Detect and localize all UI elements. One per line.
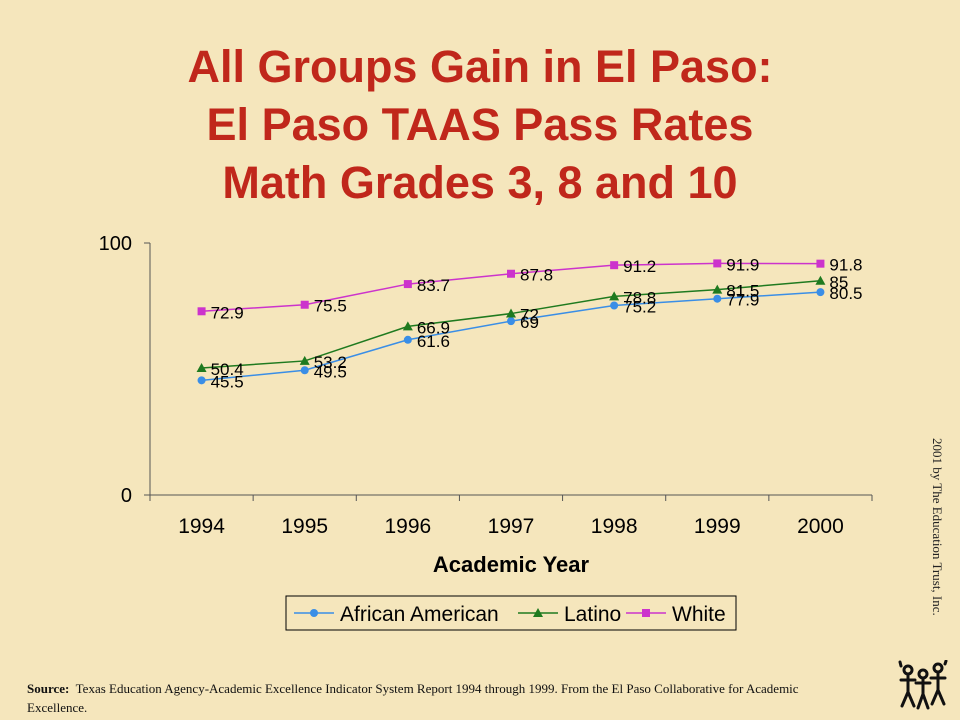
data-point bbox=[713, 259, 722, 268]
data-label: 85 bbox=[829, 273, 848, 292]
legend-marker bbox=[533, 608, 543, 617]
data-label: 69 bbox=[520, 313, 539, 332]
data-point bbox=[713, 294, 722, 303]
data-label: 75.5 bbox=[314, 297, 347, 316]
data-label: 75.2 bbox=[623, 297, 656, 316]
y-tick-label: 0 bbox=[121, 485, 132, 507]
x-axis-title: Academic Year bbox=[433, 552, 590, 577]
data-label: 45.5 bbox=[211, 372, 244, 391]
people-figures-logo-icon bbox=[898, 660, 948, 710]
data-point bbox=[507, 317, 515, 326]
source-note: Source: Texas Education Agency-Academic … bbox=[27, 679, 847, 717]
data-point bbox=[610, 261, 619, 270]
data-label: 80.5 bbox=[829, 284, 862, 303]
data-label: 50.4 bbox=[211, 360, 244, 379]
data-point bbox=[197, 307, 206, 316]
data-point bbox=[403, 335, 412, 344]
source-label: Source: bbox=[27, 681, 70, 696]
legend-label: African American bbox=[340, 603, 499, 626]
data-label: 91.2 bbox=[623, 257, 656, 276]
data-label: 72.9 bbox=[211, 303, 244, 322]
data-point bbox=[506, 308, 516, 318]
x-tick-label: 1995 bbox=[281, 515, 328, 538]
legend-box bbox=[285, 595, 737, 631]
data-label: 61.6 bbox=[417, 332, 450, 351]
y-tick-label: 100 bbox=[99, 233, 132, 255]
legend-label: White bbox=[672, 603, 726, 626]
x-tick-label: 1999 bbox=[694, 515, 741, 538]
data-label: 81.5 bbox=[726, 282, 759, 301]
data-point bbox=[816, 288, 825, 297]
data-point bbox=[712, 284, 723, 294]
data-label: 91.9 bbox=[726, 255, 759, 274]
data-point bbox=[816, 259, 825, 268]
data-label: 49.5 bbox=[314, 362, 347, 381]
legend-label: Latino bbox=[564, 603, 621, 626]
x-tick-label: 1998 bbox=[591, 515, 638, 538]
data-label: 66.9 bbox=[417, 318, 450, 337]
x-tick-label: 1994 bbox=[178, 515, 225, 538]
data-label: 78.8 bbox=[623, 288, 656, 307]
x-tick-label: 1997 bbox=[488, 515, 535, 538]
data-label: 83.7 bbox=[417, 276, 450, 295]
data-point bbox=[507, 269, 515, 278]
data-label: 91.8 bbox=[829, 256, 862, 275]
x-tick-label: 1996 bbox=[384, 515, 431, 538]
page-title: All Groups Gain in El Paso: El Paso TAAS… bbox=[0, 38, 960, 212]
data-point bbox=[299, 355, 310, 365]
data-point bbox=[196, 362, 207, 372]
x-tick-label: 2000 bbox=[797, 515, 844, 538]
data-label: 77.9 bbox=[726, 291, 759, 310]
title-line-2: El Paso TAAS Pass Rates bbox=[206, 99, 754, 150]
data-point bbox=[610, 301, 619, 310]
title-line-1: All Groups Gain in El Paso: bbox=[187, 41, 773, 92]
data-point bbox=[403, 280, 412, 289]
data-point bbox=[300, 366, 309, 375]
data-point bbox=[815, 275, 826, 285]
data-label: 53.2 bbox=[314, 353, 347, 372]
source-text: Texas Education Agency-Academic Excellen… bbox=[27, 681, 799, 715]
data-label: 72 bbox=[520, 306, 539, 325]
title-line-3: Math Grades 3, 8 and 10 bbox=[222, 157, 738, 208]
data-point bbox=[402, 321, 413, 331]
data-point bbox=[609, 291, 620, 301]
legend-marker bbox=[310, 609, 318, 617]
data-point bbox=[197, 376, 206, 385]
legend-marker bbox=[642, 609, 650, 617]
data-point bbox=[300, 300, 309, 309]
data-label: 87.8 bbox=[520, 266, 553, 285]
copyright-note: 2001 by The Education Trust, Inc. bbox=[930, 438, 945, 616]
